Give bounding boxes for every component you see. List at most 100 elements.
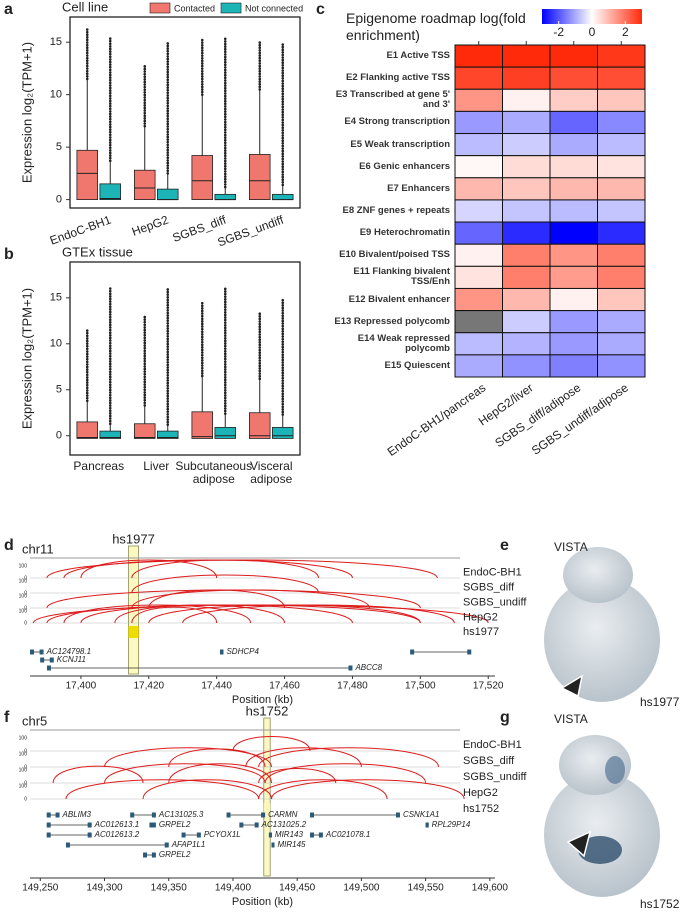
- heatmap-cell: [549, 199, 598, 223]
- y-tick-label: 10: [50, 89, 62, 101]
- interaction-arc: [182, 604, 455, 624]
- box: [214, 193, 236, 201]
- legend-swatch: [149, 2, 171, 14]
- gene-label: AC131025.3: [158, 810, 204, 819]
- heatmap-cell: [454, 44, 503, 68]
- heatmap-cell: [597, 243, 646, 267]
- heatmap-cell: [549, 88, 598, 112]
- x-tick-label: Liver: [143, 460, 170, 473]
- y-axis-label: Expression log₂(TPM+1): [19, 288, 34, 429]
- row-label-box: E11 Flanking bivalent TSS/Enh: [353, 266, 450, 288]
- row-label: E7 Enhancers: [387, 182, 450, 194]
- box: [156, 430, 179, 439]
- x-tick-label: 149,600: [472, 883, 509, 894]
- exon: [318, 832, 323, 838]
- x-tick-label: 149,500: [343, 883, 380, 894]
- heatmap-cell: [502, 243, 551, 267]
- image-label: hs1977: [640, 695, 680, 709]
- row-label-box: E1 Active TSS: [386, 51, 450, 61]
- interaction-arc: [131, 559, 320, 579]
- track-y-tick-label: 100: [19, 735, 28, 741]
- row-label: E11 Flanking bivalent TSS/Enh: [353, 266, 450, 288]
- x-tick-label: 149,550: [408, 883, 445, 894]
- exon: [164, 842, 169, 848]
- y-tick-label: 15: [50, 36, 62, 48]
- chart-title: Cell line: [62, 0, 108, 14]
- row-label: E5 Weak transcription: [350, 138, 450, 150]
- track-y-tick-label: 100: [19, 563, 28, 569]
- panel-letter: c: [316, 1, 325, 18]
- panel-letter: d: [4, 537, 14, 554]
- row-label-box: E7 Enhancers: [387, 182, 450, 194]
- exon: [220, 649, 224, 655]
- interaction-arc: [114, 604, 286, 624]
- chart-title-box: Epigenome roadmap log(fold enrichment): [346, 10, 526, 43]
- heatmap-cell: [454, 133, 503, 157]
- row-label-box: E10 Bivalent/poised TSS: [339, 249, 450, 261]
- row-label: E8 ZNF genes + repeats: [342, 204, 450, 216]
- exon: [130, 812, 135, 818]
- colorbar: [542, 9, 642, 24]
- y-tick-label: 0: [56, 194, 62, 206]
- box: [248, 412, 271, 439]
- gene-label: CARMN: [268, 810, 298, 819]
- x-tick-label: 17,500: [405, 681, 436, 692]
- heatmap-cell: [549, 287, 598, 312]
- gene-label: AC131025.2: [261, 820, 307, 829]
- track-y-tick-label: 0: [24, 780, 27, 786]
- panel-letter: a: [4, 1, 13, 18]
- x-tick-label: HepG2: [130, 213, 171, 239]
- exon: [239, 822, 244, 828]
- row-label: E3 Transcribed at gene 5' and 3': [335, 89, 450, 111]
- box: [99, 430, 122, 439]
- heatmap-cell: [597, 221, 646, 245]
- y-axis-label: Expression log₂(TPM+1): [19, 42, 34, 183]
- row-label-box: E4 Strong transcription: [344, 117, 450, 127]
- x-tick-label: 17,520: [473, 681, 504, 692]
- heatmap-cell: [549, 110, 598, 135]
- heatmap-cell: [454, 287, 503, 312]
- heatmap-cell: [597, 332, 646, 356]
- interaction-arc: [104, 747, 272, 768]
- heatmap-cell: [502, 88, 551, 112]
- track-y-tick-label: 0: [24, 620, 27, 626]
- y-tick-label: 10: [50, 338, 62, 350]
- heatmap-cell: [549, 354, 598, 378]
- box: [76, 149, 99, 201]
- gene-label: SDHCP4: [226, 647, 259, 656]
- x-tick-label: 17,460: [269, 681, 300, 692]
- heatmap-cell: [454, 88, 503, 112]
- gene-label: KCNJ11: [57, 655, 86, 664]
- y-tick-label: 5: [56, 384, 62, 396]
- exon: [143, 852, 148, 858]
- x-tick-label-box: Visceral adipose: [250, 460, 293, 486]
- exon: [49, 657, 54, 663]
- interaction-arc: [168, 748, 266, 768]
- box: [133, 169, 156, 201]
- embryo-image: [544, 547, 660, 702]
- gene-label: AC124798.1: [46, 647, 91, 656]
- element-mark: [263, 803, 271, 815]
- heatmap-cell: [502, 310, 551, 334]
- exon: [425, 822, 429, 828]
- heatmap-cell: [549, 177, 598, 201]
- exon: [261, 812, 266, 818]
- heatmap-cell: [502, 332, 551, 356]
- box: [99, 183, 122, 201]
- heatmap-cell: [502, 66, 551, 90]
- row-label-box: E12 Bivalent enhancer: [349, 294, 450, 304]
- gene-label: CSNK1A1: [403, 810, 439, 819]
- row-label-box: E5 Weak transcription: [350, 138, 450, 150]
- element-name: hs1752: [246, 703, 289, 718]
- interaction-arc: [258, 768, 337, 784]
- exon: [310, 832, 315, 838]
- x-tick-label: Visceral adipose: [250, 460, 293, 486]
- heatmap-cell: [597, 88, 646, 112]
- heatmap-cell: [549, 66, 598, 90]
- element-mark: [128, 626, 139, 638]
- x-tick-label-box: Pancreas: [73, 460, 124, 473]
- exon: [87, 822, 92, 828]
- row-label: E10 Bivalent/poised TSS: [339, 249, 450, 261]
- track-label: HepG2: [463, 787, 498, 799]
